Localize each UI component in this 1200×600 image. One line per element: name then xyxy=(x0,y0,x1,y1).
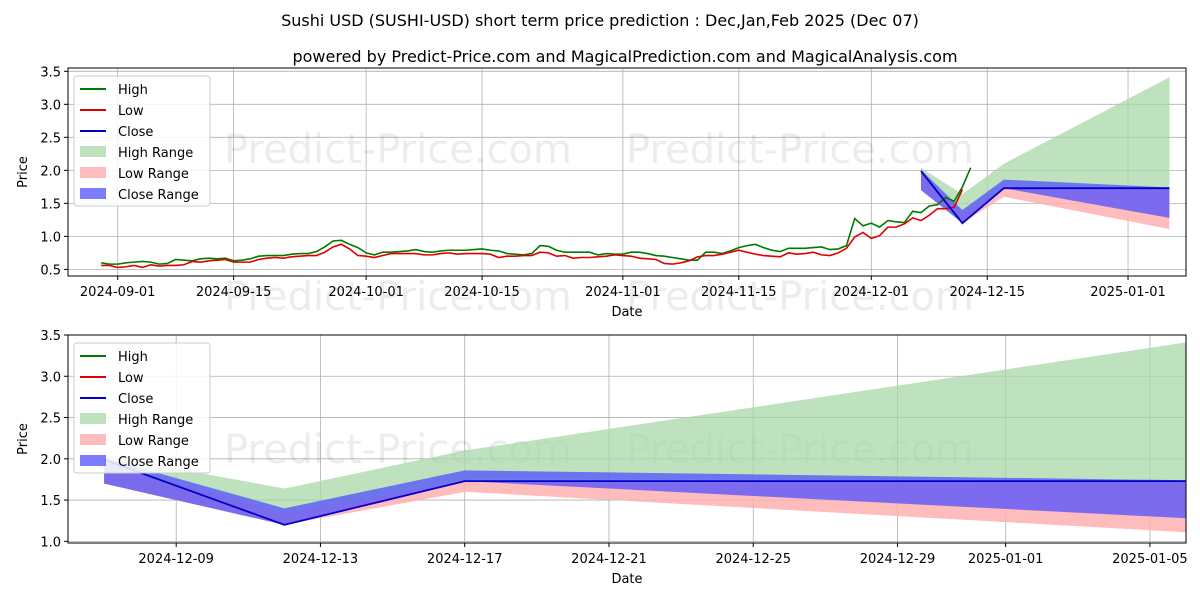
x-tick-label: 2024-12-17 xyxy=(427,552,503,567)
legend-box xyxy=(73,75,211,207)
y-tick-label: 1.5 xyxy=(40,494,61,509)
x-tick-label: 2024-12-21 xyxy=(571,552,647,567)
close-series-line xyxy=(103,458,1186,526)
x-tick-label: 2024-12-13 xyxy=(283,552,359,567)
y-tick-label: 2.5 xyxy=(40,412,61,427)
y-tick-label: 3.5 xyxy=(40,329,61,344)
watermark-text: Predict-Price.com xyxy=(224,127,572,173)
legend-swatch-patch xyxy=(80,455,106,466)
close-range-band xyxy=(920,169,1170,224)
x-tick-label: 2024-10-15 xyxy=(444,285,520,300)
x-tick-label: 2024-09-15 xyxy=(196,285,272,300)
x-tick-label: 2024-12-15 xyxy=(949,285,1025,300)
chart-subtitle: powered by Predict-Price.com and Magical… xyxy=(292,47,957,66)
legend-label: High xyxy=(118,83,148,98)
y-tick-label: 0.5 xyxy=(40,263,61,278)
legend-label: Close xyxy=(118,392,153,407)
x-tick-label: 2024-12-01 xyxy=(834,285,910,300)
x-tick-label: 2025-01-01 xyxy=(1090,285,1166,300)
legend-swatch-patch xyxy=(80,434,106,445)
close-range-band xyxy=(104,457,1187,525)
x-tick-label: 2024-12-09 xyxy=(138,552,214,567)
low-range-band xyxy=(920,173,1170,230)
legend-box xyxy=(73,342,211,474)
close-series-line xyxy=(920,170,1170,225)
panel-full-history: Predict-Price.com Predict-Price.com Predic… xyxy=(16,65,1187,320)
legend-label: Close Range xyxy=(118,188,199,203)
y-tick-label: 3.0 xyxy=(40,98,61,113)
x-tick-label: 2024-09-01 xyxy=(80,285,156,300)
legend-swatch-patch xyxy=(80,188,106,199)
x-tick-label: 2024-11-15 xyxy=(701,285,777,300)
y-tick-label: 2.5 xyxy=(40,131,61,146)
x-tick-label: 2025-01-05 xyxy=(1112,552,1188,567)
legend-swatch-patch xyxy=(80,167,106,178)
low-series-line xyxy=(101,189,964,269)
legend-swatch-patch xyxy=(80,413,106,424)
high-range-band xyxy=(104,342,1187,520)
high-range-band xyxy=(920,77,1170,219)
x-tick-label: 2025-01-01 xyxy=(968,552,1044,567)
x-axis-label: Date xyxy=(611,305,642,320)
legend-label: High xyxy=(118,350,148,365)
legend-label: Low xyxy=(118,104,144,119)
watermark-text: Predict-Price.com xyxy=(626,127,974,173)
y-axis-label: Price xyxy=(16,423,31,455)
legend-label: Low xyxy=(118,371,144,386)
legend-label: Low Range xyxy=(118,434,189,449)
x-axis-label: Date xyxy=(611,572,642,587)
plot-frame xyxy=(67,334,1187,544)
watermark-text: Predict-Price.com xyxy=(626,274,974,320)
panel-forecast-zoom: Predict-Price.comPredict-Price.com2024-1… xyxy=(16,329,1188,587)
y-tick-label: 1.0 xyxy=(40,230,61,245)
high-series-line xyxy=(100,167,972,265)
chart-title: Sushi USD (SUSHI-USD) short term price p… xyxy=(281,11,919,30)
y-tick-label: 1.0 xyxy=(40,535,61,550)
y-tick-label: 1.5 xyxy=(40,197,61,212)
watermark-text: Predict-Price.com xyxy=(224,274,572,320)
legend-label: High Range xyxy=(118,146,193,161)
legend-label: High Range xyxy=(118,413,193,428)
x-tick-label: 2024-11-01 xyxy=(585,285,661,300)
legend-label: Close Range xyxy=(118,455,199,470)
low-range-band xyxy=(104,462,1187,533)
x-tick-label: 2024-10-01 xyxy=(328,285,404,300)
y-tick-label: 2.0 xyxy=(40,453,61,468)
y-tick-label: 3.0 xyxy=(40,370,61,385)
x-tick-label: 2024-12-29 xyxy=(860,552,936,567)
legend-label: Close xyxy=(118,125,153,140)
x-tick-label: 2024-12-25 xyxy=(715,552,791,567)
plot-frame xyxy=(67,67,1187,277)
y-tick-label: 3.5 xyxy=(40,65,61,80)
legend-swatch-patch xyxy=(80,146,106,157)
y-axis-label: Price xyxy=(16,156,31,188)
legend-label: Low Range xyxy=(118,167,189,182)
y-tick-label: 2.0 xyxy=(40,164,61,179)
